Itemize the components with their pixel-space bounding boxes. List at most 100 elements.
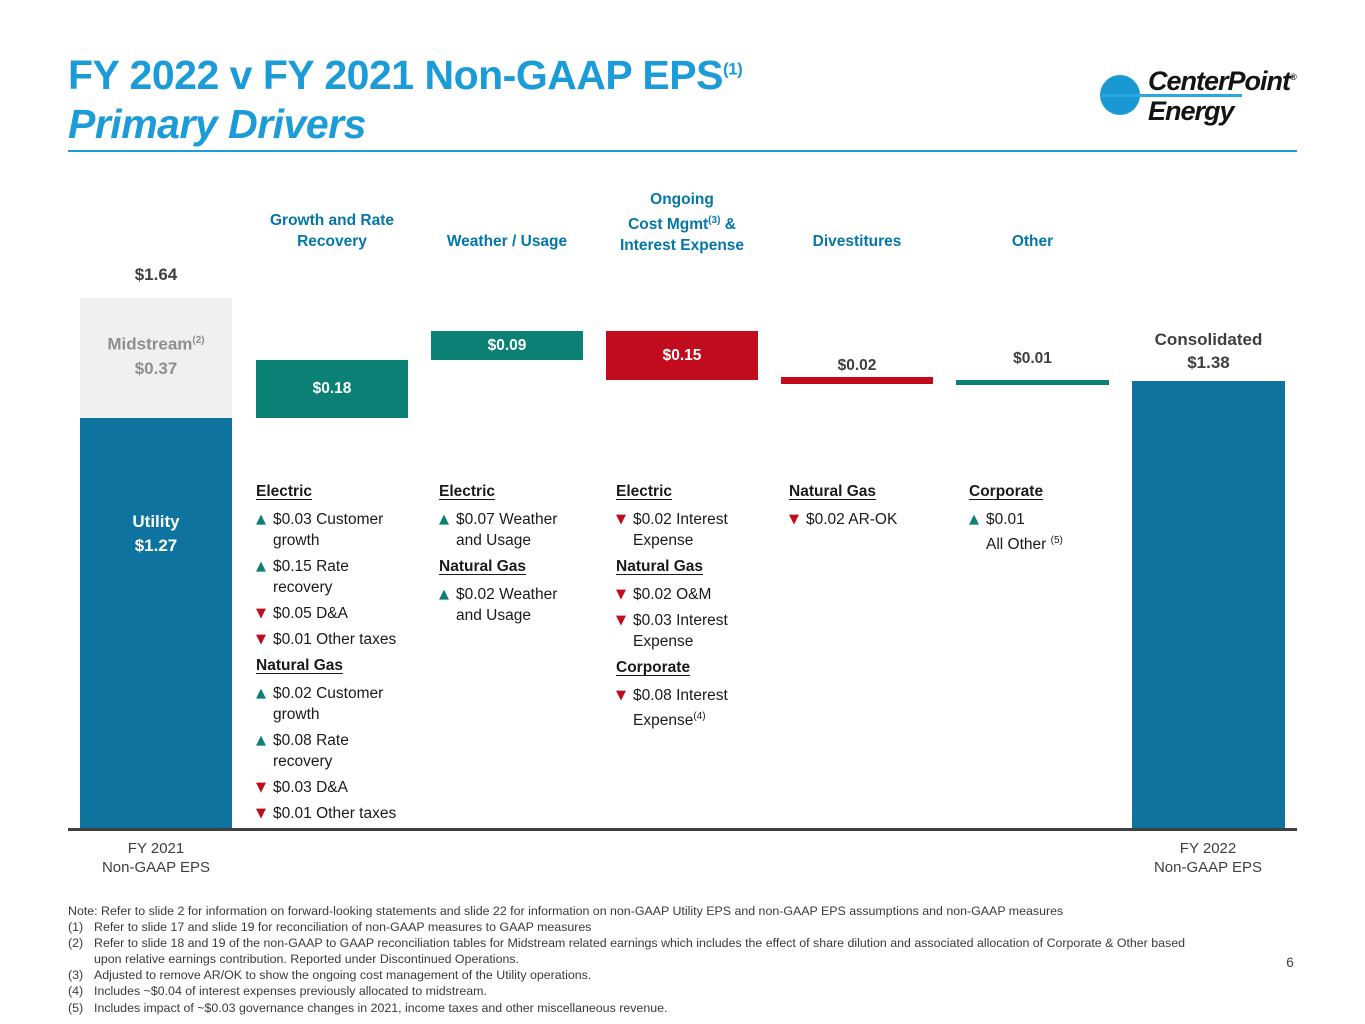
group-heading: Natural Gas bbox=[256, 657, 344, 674]
group-heading: Electric bbox=[256, 483, 313, 500]
midstream-value: $0.37 bbox=[134, 358, 178, 378]
footnote-item: (2) Refer to slide 18 and 19 of the non-G… bbox=[68, 935, 1316, 967]
logo-swoosh-line bbox=[1102, 94, 1242, 97]
detail-text: $0.08 Interest Expense(4) bbox=[633, 685, 728, 731]
detail-group: Natural Gas ▲ $0.02 Customer growth ▲ $0.0… bbox=[256, 655, 426, 824]
bar-divestitures-value: $0.02 bbox=[837, 357, 877, 374]
column-header-cost-mgmt-interest: Ongoing Cost Mgmt(3) & Interest Expense bbox=[596, 189, 768, 256]
midstream-label-text: Midstream bbox=[107, 334, 193, 354]
detail-group: Natural Gas ▼ $0.02 O&M ▼ $0.03 Interest E… bbox=[616, 556, 778, 652]
down-triangle-icon: ▼ bbox=[256, 606, 266, 621]
details-growth-rate-recovery: Electric ▲ $0.03 Customer growth ▲ $0.15 R… bbox=[256, 481, 426, 829]
detail-text-main: $0.01 All Other bbox=[986, 511, 1047, 554]
detail-item: ▼ $0.05 D&A bbox=[256, 603, 426, 624]
midstream-segment-label: Midstream(2) $0.37 bbox=[80, 329, 232, 381]
header-footnote-marker: (3) bbox=[708, 215, 721, 226]
footnotes: Note: Refer to slide 2 for information o… bbox=[68, 903, 1316, 1016]
midstream-footnote-marker: (2) bbox=[192, 335, 205, 346]
bar-fy2022-consolidated bbox=[1132, 381, 1285, 829]
detail-text: $0.03 Customer growth bbox=[273, 511, 384, 549]
bar-other bbox=[956, 380, 1109, 385]
up-triangle-icon: ▲ bbox=[969, 512, 979, 527]
column-header-growth-rate-recovery: Growth and Rate Recovery bbox=[269, 212, 394, 250]
logo-name-text: CenterPoint bbox=[1148, 66, 1291, 96]
group-heading: Corporate bbox=[616, 659, 691, 676]
detail-footnote-marker: (4) bbox=[693, 711, 706, 722]
down-triangle-icon: ▼ bbox=[256, 632, 266, 647]
bar-growth-value: $0.18 bbox=[312, 380, 352, 397]
title-divider bbox=[68, 150, 1297, 152]
detail-text: $0.02 Weather and Usage bbox=[456, 586, 558, 624]
down-triangle-icon: ▼ bbox=[256, 780, 266, 795]
fy2022-consolidated-label: Consolidated $1.38 bbox=[1154, 330, 1263, 372]
up-triangle-icon: ▲ bbox=[256, 733, 266, 748]
detail-group: Electric ▲ $0.07 Weather and Usage bbox=[439, 481, 601, 551]
footnote-item: (3) Adjusted to remove AR/OK to show the … bbox=[68, 967, 1316, 983]
bar-other-value: $0.01 bbox=[1013, 350, 1052, 367]
bar-cost-mgmt-interest: $0.15 bbox=[606, 331, 758, 380]
detail-item: ▼ $0.01 Other taxes bbox=[256, 629, 426, 650]
footnote-text: Refer to slide 17 and slide 19 for recon… bbox=[94, 920, 592, 935]
footnote-number: (5) bbox=[68, 1000, 84, 1015]
company-logo: CenterPoint® Energy bbox=[1098, 66, 1308, 130]
details-other: Corporate ▲ $0.01 All Other (5) bbox=[969, 481, 1131, 560]
x-axis-label-fy2021: FY 2021 Non-GAAP EPS bbox=[101, 840, 211, 876]
slide-title-line2: Primary Drivers bbox=[68, 101, 366, 147]
up-triangle-icon: ▲ bbox=[256, 559, 266, 574]
detail-text: $0.02 Interest Expense bbox=[633, 511, 728, 549]
footnote-number: (2) bbox=[68, 936, 84, 951]
down-triangle-icon: ▼ bbox=[256, 806, 266, 821]
bar-weather-usage: $0.09 bbox=[431, 331, 583, 360]
detail-text: $0.15 Rate recovery bbox=[273, 558, 349, 596]
footnote-item: (4) Includes ~$0.04 of interest expenses … bbox=[68, 983, 1316, 999]
down-triangle-icon: ▼ bbox=[789, 512, 799, 527]
bar-weather-value: $0.09 bbox=[487, 336, 527, 354]
details-weather-usage: Electric ▲ $0.07 Weather and Usage Natura… bbox=[439, 481, 601, 631]
detail-item: ▼ $0.02 Interest Expense bbox=[616, 509, 778, 551]
down-triangle-icon: ▼ bbox=[616, 688, 626, 703]
detail-item: ▼ $0.02 AR-OK bbox=[789, 509, 951, 530]
detail-item: ▼ $0.03 Interest Expense bbox=[616, 610, 778, 652]
detail-item: ▲ $0.02 Customer growth bbox=[256, 683, 426, 725]
header-costmgmt-text2: & Interest Expense bbox=[619, 216, 745, 255]
up-triangle-icon: ▲ bbox=[439, 587, 449, 602]
detail-text: $0.01 Other taxes bbox=[273, 631, 397, 648]
fy2021-total-label: $1.64 bbox=[134, 265, 178, 284]
group-heading: Natural Gas bbox=[789, 483, 877, 500]
detail-item: ▼ $0.08 Interest Expense(4) bbox=[616, 685, 778, 731]
detail-text: $0.08 Rate recovery bbox=[273, 732, 349, 770]
detail-item: ▼ $0.01 Other taxes bbox=[256, 803, 426, 824]
detail-group: Natural Gas ▲ $0.02 Weather and Usage bbox=[439, 556, 601, 626]
bar-fy2021-utility-segment: Utility $1.27 bbox=[80, 418, 232, 829]
footnote-item: (5) Includes impact of ~$0.03 governance … bbox=[68, 1000, 1316, 1016]
registered-mark-icon: ® bbox=[1290, 72, 1297, 82]
detail-text: $0.02 O&M bbox=[633, 586, 712, 603]
detail-text: $0.01 All Other (5) bbox=[986, 509, 1063, 555]
detail-item: ▲ $0.08 Rate recovery bbox=[256, 730, 426, 772]
bar-costmgmt-value: $0.15 bbox=[662, 346, 702, 364]
utility-value: $1.27 bbox=[134, 536, 178, 555]
group-heading: Natural Gas bbox=[616, 558, 704, 575]
footnote-note: Note: Refer to slide 2 for information o… bbox=[68, 904, 1064, 918]
detail-text: $0.05 D&A bbox=[273, 605, 348, 622]
detail-item: ▲ $0.02 Weather and Usage bbox=[439, 584, 601, 626]
detail-text: $0.03 D&A bbox=[273, 779, 348, 796]
detail-group: Corporate ▼ $0.08 Interest Expense(4) bbox=[616, 657, 778, 731]
down-triangle-icon: ▼ bbox=[616, 613, 626, 628]
detail-text: $0.07 Weather and Usage bbox=[456, 511, 558, 549]
detail-item: ▼ $0.03 D&A bbox=[256, 777, 426, 798]
details-cost-mgmt-interest: Electric ▼ $0.02 Interest Expense Natural… bbox=[616, 481, 778, 736]
detail-item: ▲ $0.15 Rate recovery bbox=[256, 556, 426, 598]
up-triangle-icon: ▲ bbox=[256, 512, 266, 527]
detail-group: Electric ▼ $0.02 Interest Expense bbox=[616, 481, 778, 551]
bar-fy2021-midstream-segment: Midstream(2) $0.37 bbox=[80, 298, 232, 418]
detail-text-main: $0.08 Interest Expense bbox=[633, 687, 728, 730]
down-triangle-icon: ▼ bbox=[616, 512, 626, 527]
column-header-divestitures: Divestitures bbox=[812, 233, 902, 250]
detail-text: $0.03 Interest Expense bbox=[633, 612, 728, 650]
utility-label-text: Utility bbox=[132, 512, 180, 531]
logo-name: CenterPoint® bbox=[1148, 66, 1297, 97]
detail-item: ▲ $0.03 Customer growth bbox=[256, 509, 426, 551]
detail-text: $0.02 AR-OK bbox=[806, 511, 898, 528]
